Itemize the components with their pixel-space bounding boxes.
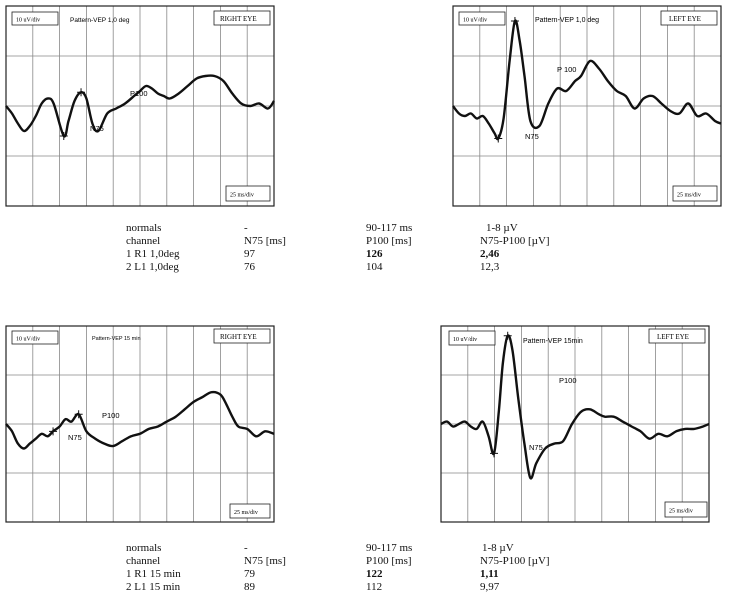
row-n75: 79 — [244, 568, 255, 580]
panel-title: Pattern-VEP 15 min — [92, 336, 141, 342]
time-scale-label: 25 ms/div — [234, 510, 258, 516]
row-amp: 2,46 — [480, 248, 500, 260]
n75-marker — [49, 427, 58, 436]
n75-marker — [490, 449, 499, 458]
waveform-trace — [5, 74, 276, 140]
row-amp: 12,3 — [480, 261, 500, 273]
time-scale-label: 25 ms/div — [230, 193, 254, 199]
vep-chart-right-1deg: 10 uV/div Pattern-VEP 1,0 deg RIGHT EYE … — [5, 5, 276, 207]
vep-panel-left-15min: 10 uV/div Pattern-VEP 15min LEFT EYE 25 … — [440, 325, 710, 523]
vep-chart-left-15min: 10 uV/div Pattern-VEP 15min LEFT EYE 25 … — [440, 325, 710, 523]
eye-label: RIGHT EYE — [220, 15, 257, 23]
vep-panel-right-1deg: 10 uV/div Pattern-VEP 1,0 deg RIGHT EYE … — [5, 5, 276, 207]
eye-label-box — [213, 328, 271, 344]
eye-label-box — [648, 328, 706, 344]
normals-label: normals — [126, 222, 162, 234]
row-amp: 1,11 — [480, 568, 499, 580]
header-channel: channel — [126, 555, 161, 567]
amp-scale-label: 10 uV/div — [463, 18, 487, 24]
p100-label: P 100 — [557, 65, 576, 74]
eye-label: RIGHT EYE — [220, 333, 257, 341]
amp-scale-box — [448, 330, 496, 346]
waveform-trace — [452, 17, 722, 143]
amp-scale-box — [11, 330, 59, 345]
time-scale-label: 25 ms/div — [669, 509, 693, 515]
amp-scale-label: 10 uV/div — [16, 18, 40, 24]
panel-title: Pattern-VEP 15min — [523, 338, 583, 345]
amp-scale-label: 10 uV/div — [16, 337, 40, 343]
chart-grid — [6, 6, 274, 206]
row-p100: 122 — [366, 568, 383, 580]
chart-grid — [6, 326, 274, 522]
eye-label-box — [660, 10, 718, 26]
normals-p100: 90-117 ms — [366, 542, 413, 554]
header-p100: P100 [ms] — [366, 235, 412, 247]
time-scale-box — [664, 501, 708, 518]
vep-panel-left-1deg: 10 uV/div Pattern-VEP 1,0 deg LEFT EYE 2… — [452, 5, 722, 207]
row-channel: 1 R1 1,0deg — [126, 248, 180, 260]
time-scale-box — [229, 503, 271, 519]
header-p100: P100 [ms] — [366, 555, 412, 567]
p100-marker — [503, 331, 512, 340]
p100-label: P100 — [102, 411, 120, 420]
p100-marker — [74, 410, 83, 419]
waveform-line — [5, 74, 276, 138]
chart-grid — [453, 6, 721, 206]
waveform-line — [452, 19, 722, 141]
normals-n75: - — [244, 542, 248, 554]
vep-chart-right-15min: 10 uV/div Pattern-VEP 15 min RIGHT EYE 2… — [5, 325, 275, 523]
vep-chart-left-1deg: 10 uV/div Pattern-VEP 1,0 deg LEFT EYE 2… — [452, 5, 722, 207]
panel-title: Pattern-VEP 1,0 deg — [535, 17, 599, 24]
header-n75: N75 [ms] — [244, 555, 286, 567]
eye-label: LEFT EYE — [669, 15, 701, 23]
row-n75: 89 — [244, 581, 255, 593]
p100-label: P100 — [559, 376, 577, 385]
row-channel: 1 R1 15 min — [126, 568, 181, 580]
n75-marker — [494, 134, 503, 143]
eye-label: LEFT EYE — [657, 333, 689, 341]
normals-label: normals — [126, 542, 162, 554]
p100-label: P100 — [130, 89, 148, 98]
row-channel: 2 L1 1,0deg — [126, 261, 179, 273]
vep-panel-right-15min: 10 uV/div Pattern-VEP 15 min RIGHT EYE 2… — [5, 325, 275, 523]
normals-p100: 90-117 ms — [366, 222, 413, 234]
row-n75: 97 — [244, 248, 255, 260]
waveform-trace — [5, 390, 275, 450]
waveform-line — [5, 390, 275, 450]
eye-label-box — [213, 10, 271, 26]
waveform-line — [440, 334, 710, 480]
n75-label: N75 — [68, 433, 82, 442]
p100-marker — [77, 88, 86, 97]
waveform-trace — [440, 331, 710, 480]
n75-marker — [59, 132, 68, 140]
time-scale-label: 25 ms/div — [677, 193, 701, 199]
chart-grid — [441, 326, 709, 522]
time-scale-box — [672, 185, 718, 202]
header-amp: N75-P100 [µV] — [480, 235, 550, 247]
n75-label: N75 — [525, 132, 539, 141]
normals-amp: 1-8 µV — [486, 222, 518, 234]
normals-amp: 1-8 µV — [482, 542, 514, 554]
amp-scale-label: 10 uV/div — [453, 337, 477, 343]
row-channel: 2 L1 15 min — [126, 581, 181, 593]
row-p100: 112 — [366, 581, 383, 593]
header-n75: N75 [ms] — [244, 235, 286, 247]
row-amp: 9,97 — [480, 581, 500, 593]
row-p100: 104 — [366, 261, 383, 273]
n75-label: N75 — [529, 443, 543, 452]
amp-scale-box — [458, 11, 506, 26]
normals-n75: - — [244, 222, 248, 234]
n75-label: N75 — [90, 124, 104, 133]
amp-scale-box — [11, 11, 59, 26]
p100-marker — [510, 17, 519, 25]
header-channel: channel — [126, 235, 161, 247]
row-p100: 126 — [366, 248, 383, 260]
panel-title: Pattern-VEP 1,0 deg — [70, 17, 130, 24]
row-n75: 76 — [244, 261, 255, 273]
header-amp: N75-P100 [µV] — [480, 555, 550, 567]
time-scale-box — [225, 185, 271, 202]
